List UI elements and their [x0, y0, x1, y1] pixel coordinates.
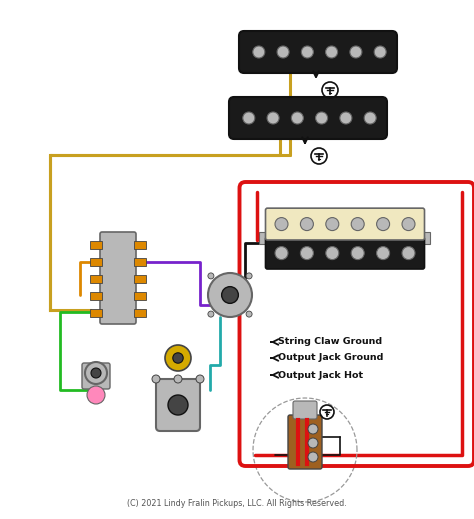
Circle shape [275, 247, 288, 260]
Bar [134, 258, 146, 266]
FancyBboxPatch shape [100, 232, 136, 324]
Bar [134, 309, 146, 317]
Circle shape [351, 217, 364, 230]
Circle shape [326, 247, 339, 260]
Circle shape [377, 247, 390, 260]
Text: String Claw Ground: String Claw Ground [278, 337, 382, 347]
Circle shape [377, 217, 390, 230]
Circle shape [340, 112, 352, 124]
Circle shape [350, 46, 362, 58]
Bar [90, 309, 102, 317]
Circle shape [208, 273, 252, 317]
Circle shape [308, 438, 318, 448]
Circle shape [165, 345, 191, 371]
FancyBboxPatch shape [293, 401, 317, 419]
FancyBboxPatch shape [156, 379, 200, 431]
Circle shape [168, 395, 188, 415]
Circle shape [267, 112, 279, 124]
Bar [134, 241, 146, 249]
Circle shape [308, 424, 318, 434]
Circle shape [173, 353, 183, 363]
Bar [134, 275, 146, 283]
Bar [90, 275, 102, 283]
Bar [134, 292, 146, 300]
Circle shape [208, 311, 214, 317]
Text: Output Jack Hot: Output Jack Hot [278, 371, 363, 379]
Bar [90, 258, 102, 266]
Circle shape [196, 375, 204, 383]
Circle shape [275, 217, 288, 230]
Text: Output Jack Ground: Output Jack Ground [278, 353, 383, 362]
Circle shape [253, 46, 265, 58]
FancyBboxPatch shape [229, 97, 387, 139]
Circle shape [301, 247, 313, 260]
Circle shape [326, 217, 339, 230]
Circle shape [174, 375, 182, 383]
Circle shape [402, 217, 415, 230]
FancyBboxPatch shape [239, 31, 397, 73]
Circle shape [292, 112, 303, 124]
Circle shape [243, 112, 255, 124]
Circle shape [246, 311, 252, 317]
Circle shape [326, 46, 337, 58]
Circle shape [87, 386, 105, 404]
Circle shape [301, 217, 313, 230]
Circle shape [208, 273, 214, 279]
FancyBboxPatch shape [82, 363, 110, 389]
Bar [259, 232, 272, 244]
FancyBboxPatch shape [265, 208, 425, 240]
Circle shape [277, 46, 289, 58]
Circle shape [91, 368, 101, 378]
FancyBboxPatch shape [288, 415, 322, 469]
Circle shape [351, 247, 364, 260]
Circle shape [374, 46, 386, 58]
Circle shape [308, 452, 318, 462]
Circle shape [301, 46, 313, 58]
Circle shape [85, 362, 107, 384]
Circle shape [152, 375, 160, 383]
Circle shape [316, 112, 328, 124]
Circle shape [246, 273, 252, 279]
Bar [90, 292, 102, 300]
Circle shape [364, 112, 376, 124]
Circle shape [222, 286, 238, 304]
Bar [419, 232, 430, 244]
Circle shape [402, 247, 415, 260]
FancyBboxPatch shape [265, 237, 425, 269]
Text: (C) 2021 Lindy Fralin Pickups, LLC. All Rights Reserved.: (C) 2021 Lindy Fralin Pickups, LLC. All … [127, 499, 347, 508]
Bar [90, 241, 102, 249]
